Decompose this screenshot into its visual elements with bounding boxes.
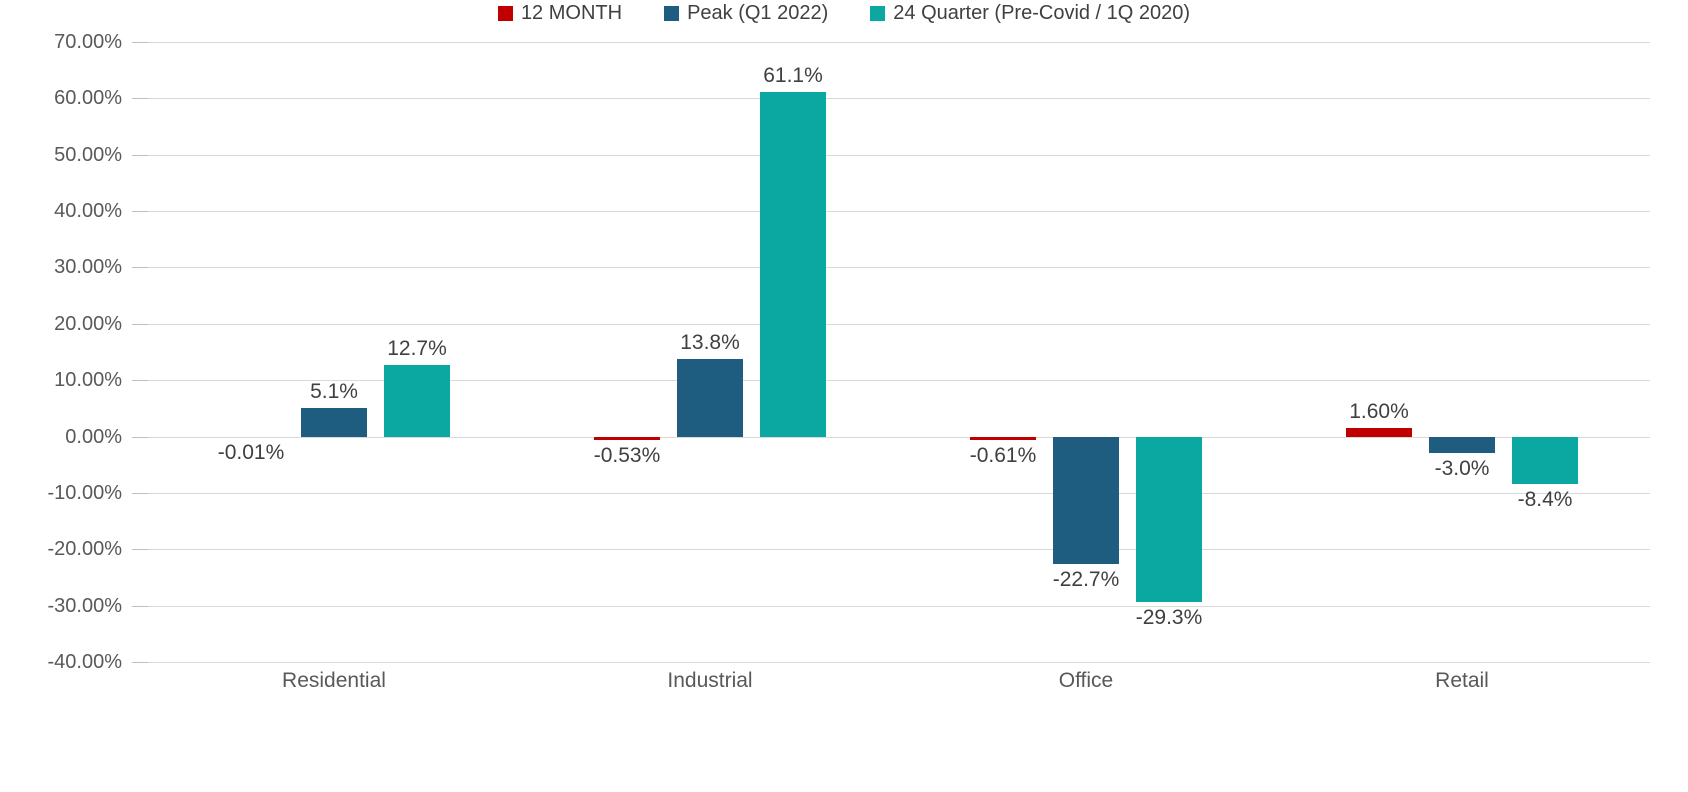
gridline xyxy=(148,154,1650,156)
bar-value-label: 61.1% xyxy=(763,64,823,88)
bar-value-label: 5.1% xyxy=(310,379,358,403)
legend-item: 24 Quarter (Pre-Covid / 1Q 2020) xyxy=(870,0,1190,26)
bar xyxy=(970,436,1036,440)
legend-label: 12 MONTH xyxy=(520,2,623,24)
bar-value-label: -29.3% xyxy=(1135,605,1203,629)
y-axis-tick xyxy=(132,549,148,551)
y-axis-label: 20.00% xyxy=(54,312,122,335)
bar-value-label: -22.7% xyxy=(1052,568,1120,592)
y-axis-label: 0.00% xyxy=(65,425,122,448)
legend-item: 12 MONTH xyxy=(497,0,623,26)
y-axis-tick xyxy=(132,662,148,663)
gridline xyxy=(148,662,1650,663)
bar-value-label: 13.8% xyxy=(680,330,740,354)
y-axis-label: -20.00% xyxy=(47,538,123,561)
gridline xyxy=(148,98,1650,100)
gridline xyxy=(148,436,1650,438)
legend-label: Peak (Q1 2022) xyxy=(687,2,829,24)
gridline xyxy=(148,42,1650,43)
bar-value-label: -3.0% xyxy=(1434,457,1490,481)
bar-value-label: -0.53% xyxy=(593,443,661,467)
bar xyxy=(1346,427,1412,437)
y-axis-label: -30.00% xyxy=(47,594,123,617)
bar xyxy=(301,407,367,437)
y-axis-tick xyxy=(132,436,148,438)
y-axis-label: 70.00% xyxy=(54,31,122,53)
y-axis-tick xyxy=(132,42,148,43)
legend-swatch-icon xyxy=(497,5,513,21)
y-axis-label: 30.00% xyxy=(54,256,122,279)
bar xyxy=(1512,436,1578,484)
y-axis-tick xyxy=(132,267,148,269)
gridline xyxy=(148,380,1650,382)
gridline xyxy=(148,492,1650,494)
gridline xyxy=(148,211,1650,213)
y-axis-label: 40.00% xyxy=(54,200,122,223)
y-axis-tick xyxy=(132,211,148,213)
y-axis-tick xyxy=(132,323,148,325)
legend-swatch-icon xyxy=(870,5,886,21)
bar xyxy=(594,436,660,440)
y-axis-label: -10.00% xyxy=(47,481,123,504)
bar-value-label: -8.4% xyxy=(1517,487,1573,511)
category-label: Retail xyxy=(1435,669,1489,692)
legend: 12 MONTH Peak (Q1 2022) 24 Quarter (Pre-Co… xyxy=(0,0,1688,26)
bar xyxy=(384,364,450,437)
legend-swatch-icon xyxy=(664,5,680,21)
bar xyxy=(677,358,743,437)
bar xyxy=(1429,436,1495,454)
gridline xyxy=(148,549,1650,551)
y-axis-tick xyxy=(132,98,148,100)
y-axis-label: 10.00% xyxy=(54,369,122,392)
gridline xyxy=(148,605,1650,607)
y-axis-tick xyxy=(132,380,148,382)
gridline xyxy=(148,267,1650,269)
y-axis-label: 50.00% xyxy=(54,143,122,166)
category-label: Residential xyxy=(282,669,386,692)
bar-value-label: 12.7% xyxy=(387,336,447,360)
y-axis-label: -40.00% xyxy=(47,651,123,673)
legend-label: 24 Quarter (Pre-Covid / 1Q 2020) xyxy=(893,2,1191,24)
category-label: Office xyxy=(1058,669,1114,692)
y-axis-tick xyxy=(132,605,148,607)
y-axis-tick xyxy=(132,154,148,156)
bar xyxy=(1053,436,1119,565)
legend-item: Peak (Q1 2022) xyxy=(664,0,828,26)
bar-value-label: -0.01% xyxy=(217,440,285,464)
bar xyxy=(1136,436,1202,602)
bar xyxy=(760,92,826,437)
bar-value-label: 1.60% xyxy=(1349,399,1409,423)
bar-value-label: -0.61% xyxy=(969,443,1037,467)
y-axis-label: 60.00% xyxy=(54,87,122,110)
y-axis-tick xyxy=(132,492,148,494)
category-label: Industrial xyxy=(667,669,753,692)
gridline xyxy=(148,323,1650,325)
